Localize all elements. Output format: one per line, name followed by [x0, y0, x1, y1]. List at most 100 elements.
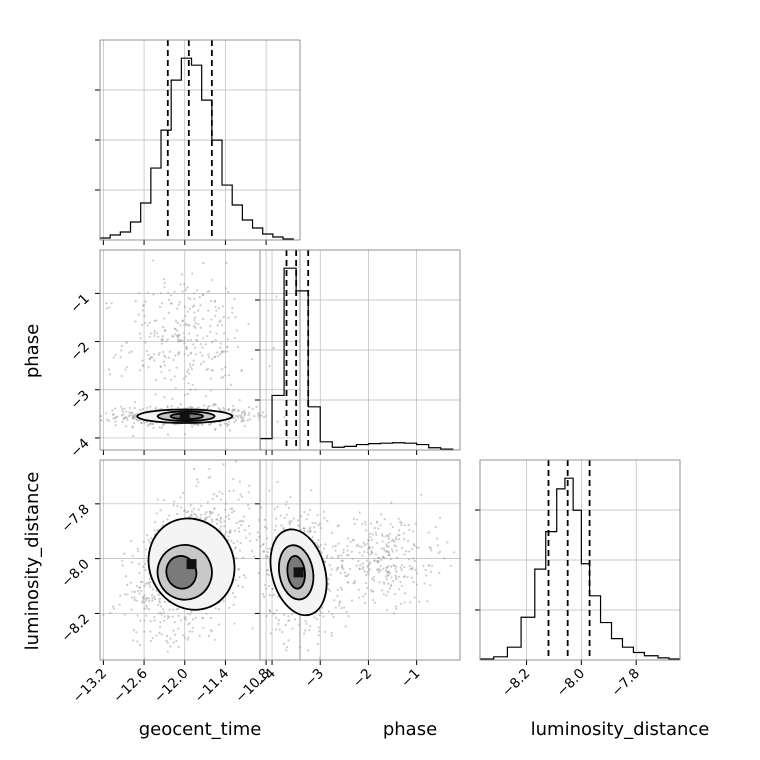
scatter-point: [357, 560, 360, 563]
scatter-point: [228, 490, 231, 493]
scatter-point: [358, 567, 361, 570]
scatter-point: [170, 405, 173, 408]
scatter-point: [183, 393, 186, 397]
ylabel-phase: phase: [22, 324, 43, 378]
scatter-point: [124, 410, 128, 413]
scatter-point: [394, 592, 397, 596]
scatter-point: [169, 645, 172, 648]
scatter-point: [185, 348, 188, 351]
scatter-point: [317, 634, 320, 637]
scatter-point: [176, 329, 179, 332]
scatter-point: [228, 531, 231, 534]
scatter-point: [392, 612, 396, 615]
scatter-point: [236, 416, 240, 419]
scatter-point: [265, 569, 268, 572]
scatter-point: [201, 293, 204, 296]
scatter-point: [435, 537, 438, 540]
scatter-point: [395, 549, 398, 552]
scatter-point: [237, 345, 240, 348]
scatter-point: [395, 576, 398, 579]
scatter-point: [153, 529, 156, 532]
scatter-point: [387, 551, 390, 555]
scatter-point: [342, 548, 345, 551]
scatter-point: [218, 320, 221, 324]
scatter-point: [446, 541, 449, 544]
scatter-point: [196, 516, 199, 519]
scatter-point: [369, 561, 372, 564]
scatter-point: [281, 630, 284, 634]
scatter-point: [189, 504, 192, 507]
scatter-point: [228, 429, 232, 432]
scatter-point: [239, 520, 243, 523]
histogram-luminosity_distance: [480, 477, 680, 660]
scatter-point: [164, 329, 167, 333]
scatter-point: [110, 302, 113, 305]
scatter-point: [297, 623, 301, 626]
scatter-point: [155, 332, 159, 335]
scatter-point: [203, 404, 206, 407]
scatter-point: [210, 278, 213, 282]
scatter-point: [385, 566, 388, 569]
scatter-point: [148, 583, 151, 586]
scatter-point: [403, 565, 406, 569]
scatter-point: [315, 618, 318, 621]
scatter-point: [369, 589, 373, 592]
scatter-point: [436, 544, 439, 547]
scatter-point: [390, 501, 393, 504]
scatter-point: [202, 317, 205, 320]
scatter-point: [268, 609, 271, 613]
scatter-point: [145, 604, 148, 608]
scatter-point: [194, 321, 197, 325]
scatter-point: [314, 522, 317, 525]
scatter-point: [334, 549, 337, 552]
scatter-point: [191, 630, 194, 633]
scatter-point: [168, 350, 171, 353]
scatter-point: [194, 513, 198, 516]
scatter-point: [213, 493, 216, 496]
scatter-point: [223, 525, 226, 528]
scatter-point: [326, 519, 329, 523]
scatter-point: [187, 636, 190, 639]
scatter-point: [386, 571, 390, 574]
scatter-point: [217, 407, 220, 410]
scatter-point: [138, 572, 141, 575]
scatter-point: [285, 513, 288, 516]
scatter-point: [382, 547, 385, 550]
scatter-point: [217, 307, 220, 310]
scatter-point: [121, 564, 124, 567]
scatter-point: [415, 546, 418, 549]
panel-frame: [99, 39, 301, 241]
scatter-point: [182, 332, 185, 335]
scatter-point: [299, 661, 301, 663]
scatter-point: [163, 282, 166, 285]
scatter-point: [379, 524, 382, 527]
scatter-point: [387, 545, 390, 548]
scatter-point: [136, 640, 139, 643]
scatter-point: [177, 627, 180, 630]
scatter-point: [148, 577, 151, 581]
scatter-point: [161, 335, 164, 338]
scatter-point: [108, 373, 112, 376]
scatter-point: [358, 511, 361, 514]
scatter-point: [114, 424, 117, 427]
scatter-point: [151, 599, 154, 602]
scatter-point: [292, 517, 295, 520]
scatter-point: [190, 351, 193, 354]
scatter-point: [158, 600, 161, 603]
scatter-point: [231, 311, 234, 314]
scatter-point: [298, 646, 302, 649]
scatter-point: [187, 382, 190, 385]
scatter-point: [173, 375, 176, 378]
scatter-point: [316, 543, 319, 546]
scatter-point: [319, 543, 322, 547]
scatter-point: [186, 310, 189, 313]
scatter-point: [400, 521, 403, 524]
scatter-point: [266, 555, 269, 558]
scatter-point: [205, 511, 208, 514]
scatter-point: [208, 476, 212, 479]
scatter-point: [207, 356, 210, 359]
scatter-point: [424, 568, 427, 572]
scatter-point: [187, 296, 190, 299]
scatter-point: [200, 363, 203, 366]
scatter-point: [407, 524, 410, 527]
